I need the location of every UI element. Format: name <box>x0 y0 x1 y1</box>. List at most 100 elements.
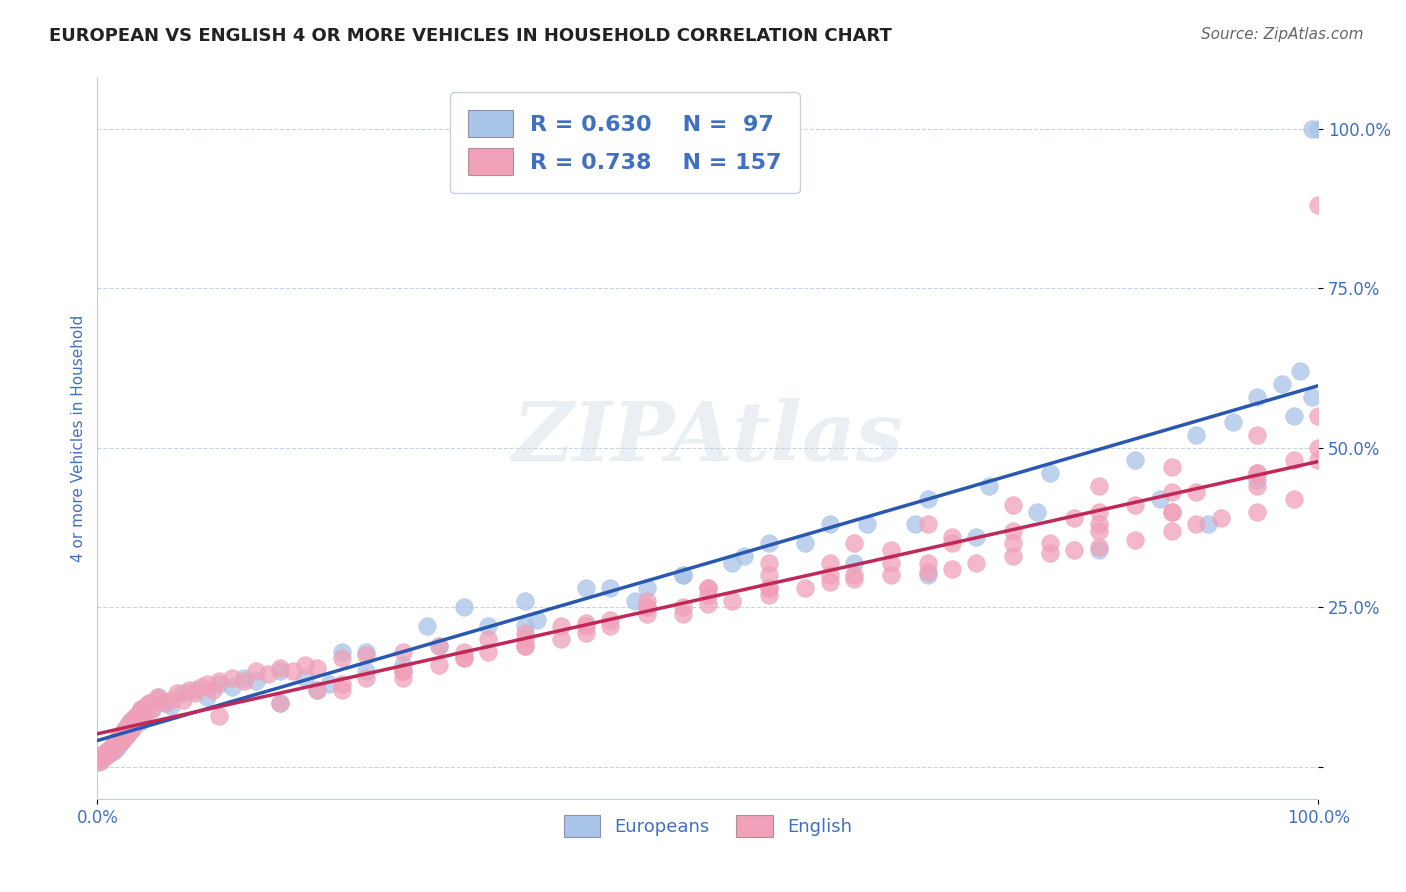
Point <box>330 683 353 698</box>
Point <box>696 597 718 611</box>
Point <box>427 657 450 672</box>
Point <box>844 536 866 550</box>
Point <box>114 722 136 736</box>
Point <box>758 581 780 595</box>
Point <box>513 594 536 608</box>
Point <box>880 542 903 557</box>
Point <box>1002 498 1025 512</box>
Point <box>125 709 148 723</box>
Point <box>818 556 841 570</box>
Point <box>354 648 377 663</box>
Point <box>141 702 163 716</box>
Point <box>1197 517 1219 532</box>
Point <box>794 581 817 595</box>
Point <box>100 740 122 755</box>
Point <box>124 715 146 730</box>
Point <box>105 740 128 755</box>
Point <box>1123 498 1146 512</box>
Point <box>208 709 231 723</box>
Point <box>121 722 143 736</box>
Point <box>118 724 141 739</box>
Point <box>1002 524 1025 538</box>
Point <box>1160 459 1182 474</box>
Point <box>132 709 155 723</box>
Point <box>636 600 658 615</box>
Point <box>294 671 316 685</box>
Point <box>1246 428 1268 442</box>
Point <box>1246 504 1268 518</box>
Point <box>758 568 780 582</box>
Point <box>623 594 645 608</box>
Point <box>184 683 207 698</box>
Point <box>145 693 167 707</box>
Point <box>94 746 117 760</box>
Point <box>1149 491 1171 506</box>
Point <box>354 671 377 685</box>
Point <box>90 750 112 764</box>
Point <box>294 657 316 672</box>
Point <box>104 734 127 748</box>
Point <box>416 619 439 633</box>
Point <box>453 645 475 659</box>
Point <box>127 712 149 726</box>
Point <box>844 568 866 582</box>
Point <box>1185 517 1208 532</box>
Point <box>453 600 475 615</box>
Point <box>1308 409 1330 423</box>
Point <box>1301 121 1323 136</box>
Point <box>696 581 718 595</box>
Point <box>1282 491 1305 506</box>
Point <box>129 715 152 730</box>
Point <box>1246 390 1268 404</box>
Legend: Europeans, English: Europeans, English <box>557 807 859 844</box>
Point <box>941 530 963 544</box>
Point <box>96 744 118 758</box>
Point <box>93 747 115 761</box>
Point <box>575 625 598 640</box>
Point <box>120 715 142 730</box>
Point <box>121 712 143 726</box>
Point <box>111 724 134 739</box>
Point <box>1160 485 1182 500</box>
Point <box>208 673 231 688</box>
Point <box>354 664 377 678</box>
Point <box>330 677 353 691</box>
Point <box>758 581 780 595</box>
Text: EUROPEAN VS ENGLISH 4 OR MORE VEHICLES IN HOUSEHOLD CORRELATION CHART: EUROPEAN VS ENGLISH 4 OR MORE VEHICLES I… <box>49 27 891 45</box>
Point <box>427 639 450 653</box>
Point <box>135 699 157 714</box>
Point <box>575 581 598 595</box>
Point <box>112 731 135 746</box>
Point <box>122 718 145 732</box>
Point <box>636 581 658 595</box>
Point <box>513 639 536 653</box>
Point <box>330 651 353 665</box>
Point <box>917 517 939 532</box>
Point <box>1301 390 1323 404</box>
Point <box>636 607 658 621</box>
Point <box>844 556 866 570</box>
Point <box>330 645 353 659</box>
Point <box>318 677 340 691</box>
Point <box>1246 479 1268 493</box>
Point <box>159 699 181 714</box>
Point <box>172 686 194 700</box>
Point <box>107 731 129 746</box>
Point <box>1039 546 1062 560</box>
Point <box>110 728 132 742</box>
Point <box>1123 533 1146 548</box>
Point <box>172 693 194 707</box>
Point <box>110 728 132 742</box>
Point <box>1160 504 1182 518</box>
Point <box>184 686 207 700</box>
Point <box>124 715 146 730</box>
Point <box>221 680 243 694</box>
Point <box>93 750 115 764</box>
Point <box>115 728 138 742</box>
Point <box>94 748 117 763</box>
Point <box>453 651 475 665</box>
Point <box>513 625 536 640</box>
Point <box>105 738 128 752</box>
Point <box>855 517 877 532</box>
Point <box>1185 485 1208 500</box>
